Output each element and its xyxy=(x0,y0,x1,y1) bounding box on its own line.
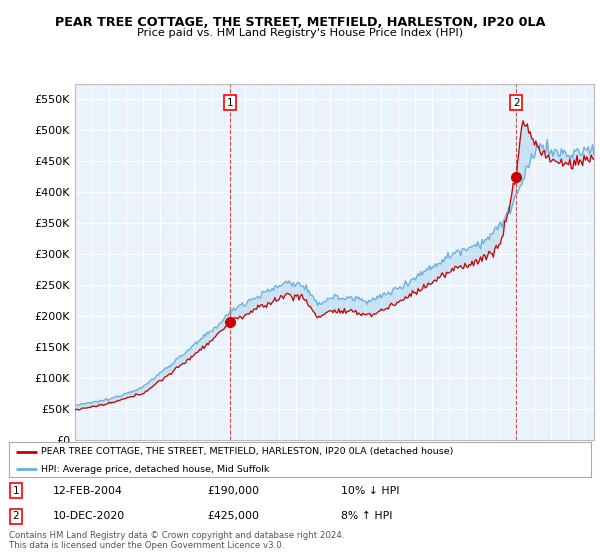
Text: 1: 1 xyxy=(227,97,233,108)
Text: 1: 1 xyxy=(13,486,19,496)
Text: Price paid vs. HM Land Registry's House Price Index (HPI): Price paid vs. HM Land Registry's House … xyxy=(137,28,463,38)
Text: Contains HM Land Registry data © Crown copyright and database right 2024.
This d: Contains HM Land Registry data © Crown c… xyxy=(9,531,344,550)
Text: 10-DEC-2020: 10-DEC-2020 xyxy=(53,511,125,521)
Text: £425,000: £425,000 xyxy=(207,511,259,521)
Text: PEAR TREE COTTAGE, THE STREET, METFIELD, HARLESTON, IP20 0LA (detached house): PEAR TREE COTTAGE, THE STREET, METFIELD,… xyxy=(41,447,454,456)
Text: 10% ↓ HPI: 10% ↓ HPI xyxy=(341,486,399,496)
Text: 8% ↑ HPI: 8% ↑ HPI xyxy=(341,511,392,521)
Text: 2: 2 xyxy=(513,97,520,108)
Text: 12-FEB-2004: 12-FEB-2004 xyxy=(53,486,122,496)
Text: PEAR TREE COTTAGE, THE STREET, METFIELD, HARLESTON, IP20 0LA: PEAR TREE COTTAGE, THE STREET, METFIELD,… xyxy=(55,16,545,29)
Text: £190,000: £190,000 xyxy=(207,486,259,496)
Text: HPI: Average price, detached house, Mid Suffolk: HPI: Average price, detached house, Mid … xyxy=(41,465,269,474)
Text: 2: 2 xyxy=(13,511,19,521)
